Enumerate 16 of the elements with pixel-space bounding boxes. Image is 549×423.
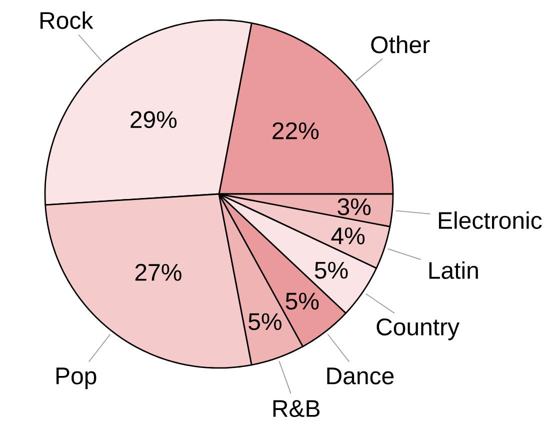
slice-label: R&B	[273, 400, 320, 418]
slice-label: Country	[376, 318, 460, 340]
slice-label: Rock	[40, 11, 94, 29]
data-label: 5%	[286, 292, 319, 310]
slice-label: Electronic	[438, 211, 542, 229]
slice-label: Latin	[429, 261, 478, 279]
data-label: 3%	[338, 198, 371, 216]
slice-label: Pop	[56, 368, 96, 390]
slice-label: Dance	[327, 368, 394, 384]
data-label: 29%	[130, 111, 177, 128]
slice-label: Other	[371, 36, 430, 54]
data-label: 4%	[331, 228, 365, 244]
data-label: 22%	[272, 122, 319, 140]
data-label: 27%	[135, 264, 182, 281]
data-label: 5%	[248, 313, 282, 330]
data-label: 5%	[314, 262, 348, 279]
